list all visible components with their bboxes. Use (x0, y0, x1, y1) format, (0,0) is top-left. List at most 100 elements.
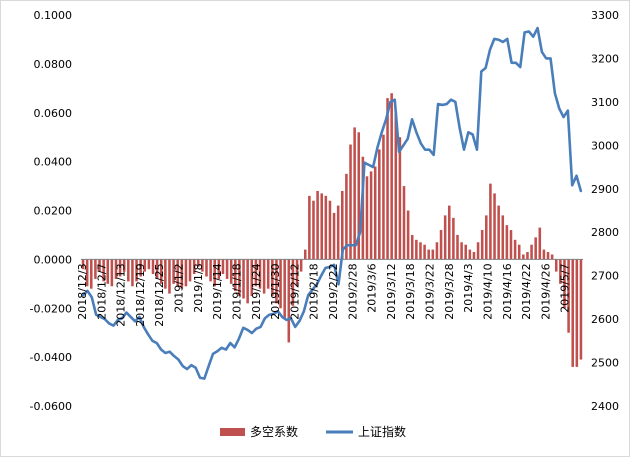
bar-57 (316, 190, 319, 260)
bar-39 (242, 259, 245, 299)
bar-40 (246, 259, 249, 304)
bar-4 (98, 259, 101, 272)
bar-82 (419, 242, 422, 260)
bar-85 (431, 249, 435, 260)
bar-118 (567, 259, 570, 333)
bar-69 (365, 176, 369, 260)
bar-86 (435, 242, 439, 260)
bar-91 (456, 234, 459, 260)
left-axis-tick-4: 0.0200 (34, 205, 73, 218)
bar-109 (530, 244, 533, 260)
bar-16 (147, 259, 151, 270)
bar-34 (221, 259, 225, 275)
bar-106 (517, 244, 521, 260)
bar-75 (390, 93, 393, 260)
bar-115 (554, 259, 558, 272)
bar-104 (509, 230, 513, 260)
right-axis-tick-6: 3000 (591, 139, 619, 152)
x-tick-17: 2019/3/18 (404, 263, 417, 319)
x-tick-4: 2018/12/25 (153, 263, 166, 326)
bar-43 (258, 259, 262, 289)
bar-113 (546, 252, 550, 260)
bar-112 (542, 249, 546, 260)
bar-8 (114, 259, 118, 279)
left-axis-tick-5: 0.0400 (34, 156, 73, 169)
x-tick-14: 2019/2/28 (346, 263, 359, 319)
bar-66 (353, 127, 356, 260)
bar-52 (295, 259, 299, 287)
x-tick-7: 2019/1/14 (211, 263, 224, 319)
legend-label-bar: 多空系数 (250, 424, 298, 439)
bar-84 (427, 249, 430, 260)
bar-76 (394, 112, 398, 260)
legend-label-line: 上证指数 (358, 424, 406, 439)
x-tick-12: 2019/2/18 (308, 263, 321, 319)
bar-18 (155, 259, 159, 279)
legend-swatch-bar (220, 428, 245, 436)
x-tick-24: 2019/4/26 (539, 263, 552, 319)
bar-3 (94, 259, 97, 279)
bar-30 (205, 259, 208, 277)
bar-17 (151, 259, 155, 275)
bar-73 (382, 134, 385, 260)
right-axis-tick-5: 2900 (591, 183, 619, 196)
bar-5 (102, 259, 105, 282)
bar-61 (332, 212, 336, 260)
bar-83 (423, 244, 426, 260)
right-axis-tick-1: 2500 (591, 357, 619, 370)
right-axis-tick-0: 2400 (591, 400, 619, 413)
x-tick-2: 2018/12/13 (115, 263, 128, 326)
bar-54 (303, 249, 307, 260)
bar-45 (266, 259, 270, 289)
bar-31 (209, 259, 212, 282)
bar-110 (534, 237, 537, 260)
bar-80 (410, 234, 414, 260)
left-axis-tick-labels: -0.0600 -0.0400 -0.0200 0.0000 0.0200 0.0400 0… (30, 9, 72, 413)
bar-117 (563, 259, 566, 309)
left-axis-tick-8: 0.1000 (34, 9, 73, 22)
bar-37 (234, 259, 237, 292)
x-tick-21: 2019/4/10 (481, 263, 494, 319)
bar-96 (476, 242, 480, 260)
bar-88 (443, 215, 447, 260)
bar-33 (217, 259, 221, 279)
bar-87 (439, 230, 443, 260)
bar-100 (493, 193, 496, 260)
right-axis-tick-7: 3100 (591, 96, 619, 109)
bar-81 (415, 239, 418, 260)
bar-78 (402, 186, 406, 260)
bar-22 (172, 259, 175, 284)
x-tick-16: 2019/3/12 (385, 263, 398, 319)
right-axis-tick-4: 2800 (591, 226, 619, 239)
bar-27 (192, 259, 196, 275)
bar-94 (468, 249, 472, 260)
bar-21 (168, 259, 171, 294)
x-tick-9: 2019/1/24 (250, 263, 263, 319)
bar-70 (369, 171, 373, 260)
index-line (81, 26, 583, 380)
x-tick-1: 2018/12/7 (95, 263, 108, 319)
bar-93 (464, 244, 467, 260)
bar-2 (90, 259, 93, 289)
bar-55 (308, 195, 311, 260)
bar-95 (472, 252, 476, 260)
left-axis-tick-1: -0.0400 (30, 351, 72, 364)
bar-99 (489, 183, 492, 260)
bar-74 (386, 98, 389, 260)
bar-6 (106, 259, 110, 284)
x-tick-3: 2018/12/19 (134, 263, 147, 326)
bar-89 (447, 205, 451, 260)
bar-20 (164, 259, 167, 289)
bar-28 (196, 259, 200, 267)
bar-63 (341, 190, 344, 260)
right-axis-tick-8: 3200 (591, 52, 619, 65)
bar-59 (324, 195, 328, 260)
bar-10 (122, 259, 126, 272)
bar-120 (575, 259, 579, 367)
bar-29 (201, 259, 204, 272)
bar-121 (579, 259, 583, 360)
bar-25 (184, 259, 188, 287)
bar-114 (550, 254, 554, 260)
bar-11 (127, 259, 130, 282)
x-tick-6: 2019/1/8 (192, 263, 205, 312)
